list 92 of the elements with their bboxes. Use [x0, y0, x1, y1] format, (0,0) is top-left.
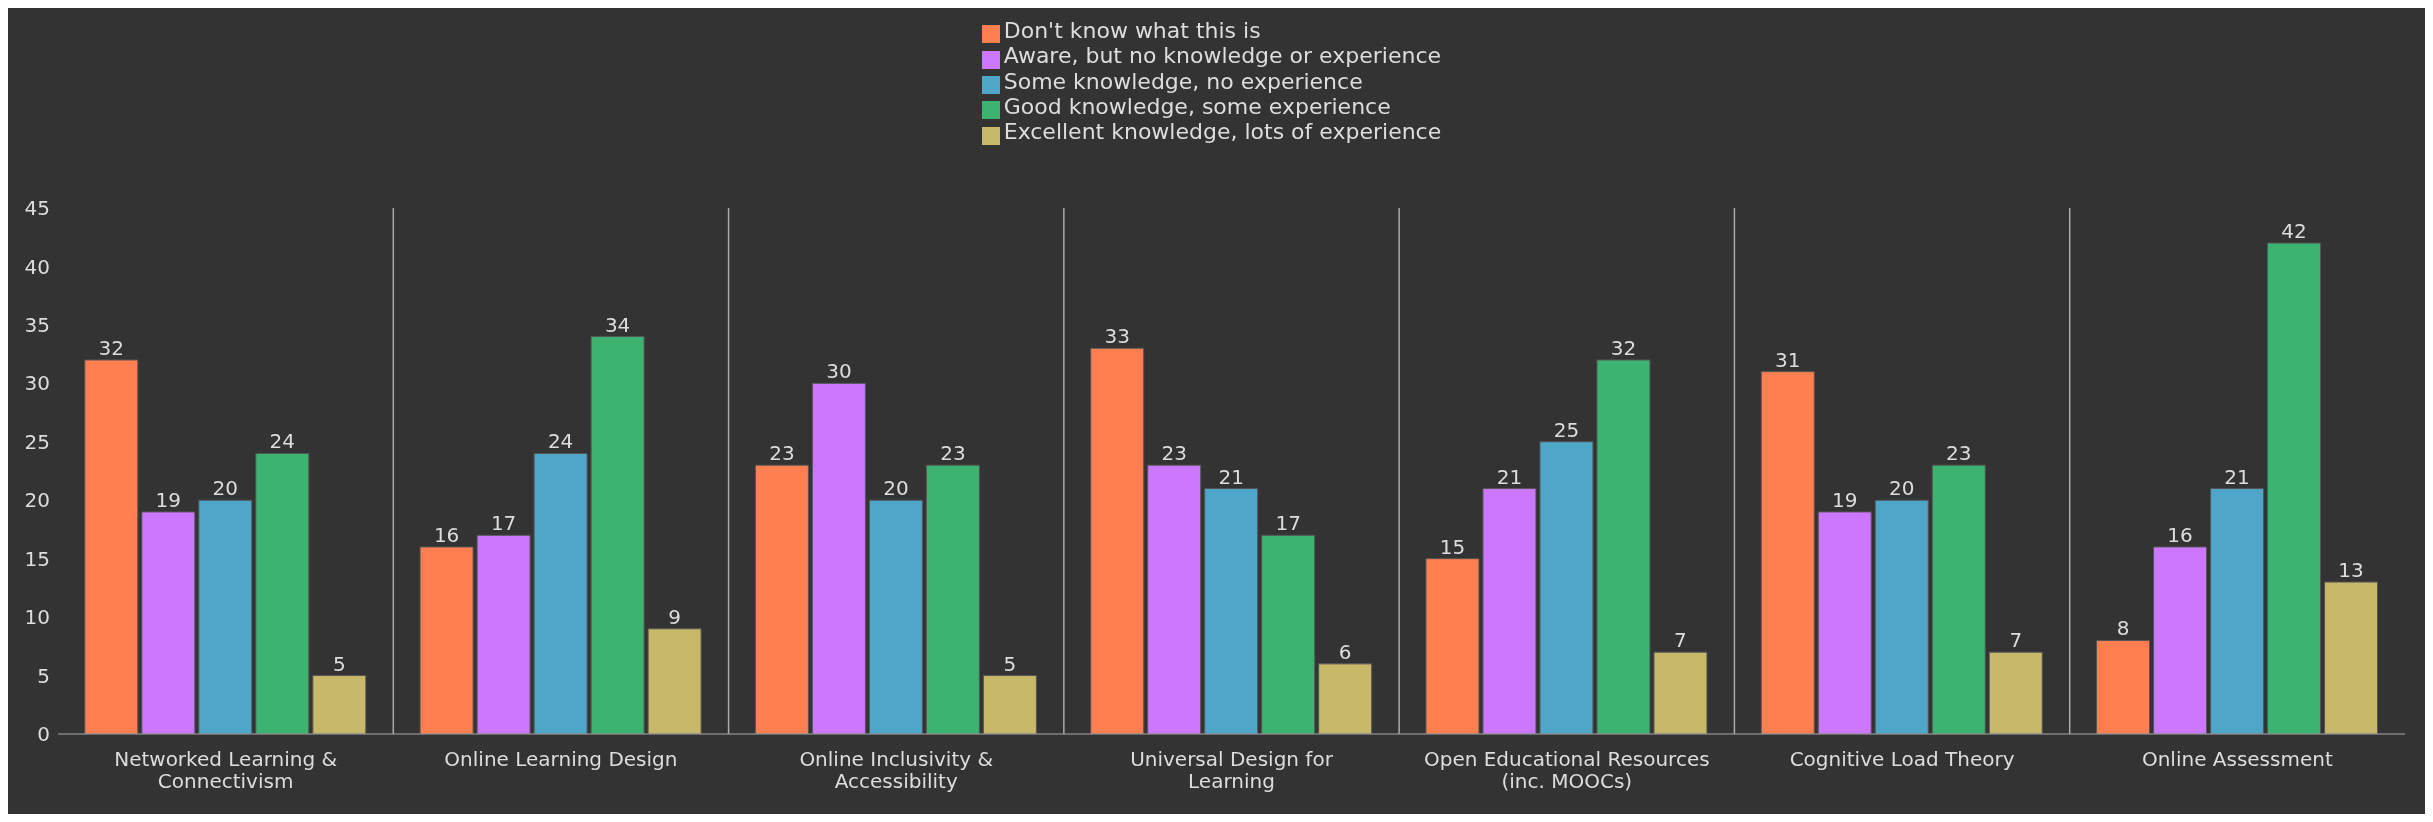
bar: [925, 464, 980, 734]
bar: [1204, 488, 1259, 734]
bar: [1147, 464, 1202, 734]
bar: [1653, 651, 1708, 734]
data-label: 23: [769, 441, 795, 466]
data-label: 8: [2116, 616, 2130, 641]
data-label: 34: [604, 312, 631, 337]
data-label: 32: [98, 335, 125, 360]
x-tick-label: Open Educational Resources (inc. MOOCs): [1423, 747, 1710, 793]
y-tick-label: 30: [24, 371, 50, 396]
data-label: 24: [269, 429, 296, 454]
bar: [198, 499, 253, 734]
x-tick-label: Online Inclusivity & Accessibility: [799, 747, 994, 793]
data-label: 16: [2167, 522, 2193, 547]
data-label: 19: [1832, 487, 1858, 512]
bar: [2210, 488, 2265, 734]
data-label: 24: [547, 429, 574, 454]
bar: [141, 511, 196, 734]
bar: [533, 452, 588, 734]
y-tick-label: 0: [37, 722, 50, 747]
bar: [1817, 511, 1872, 734]
bar: [1261, 534, 1316, 734]
y-tick-label: 5: [37, 663, 50, 688]
bar: [476, 534, 531, 734]
data-label: 9: [668, 604, 681, 629]
data-label: 23: [1161, 441, 1187, 466]
bar: [84, 359, 139, 734]
legend-label: Some knowledge, no experience: [1003, 68, 1363, 94]
y-tick-label: 45: [24, 196, 50, 221]
y-tick-label: 10: [24, 605, 50, 630]
bar: [1931, 464, 1986, 734]
data-label: 5: [332, 651, 346, 676]
bar: [590, 336, 645, 734]
data-label: 31: [1775, 347, 1801, 372]
legend-label: Excellent knowledge, lots of experience: [1003, 119, 1442, 145]
data-label: 17: [1275, 511, 1301, 536]
data-label: 21: [1496, 464, 1523, 489]
data-label: 23: [1946, 441, 1972, 466]
data-label: 25: [1553, 417, 1580, 442]
data-label: 21: [2224, 464, 2250, 489]
y-tick-label: 15: [24, 546, 50, 571]
y-tick-label: 40: [24, 254, 50, 279]
bar: [1760, 371, 1815, 734]
legend-label: Aware, but no knowledge or experience: [1003, 43, 1442, 69]
x-tick-label: Online Learning Design: [444, 747, 678, 771]
legend-label: Don't know what this is: [1003, 18, 1261, 43]
bar: [1539, 441, 1594, 734]
bar: [2324, 581, 2379, 734]
data-label: 20: [1889, 476, 1915, 501]
data-label: 15: [1439, 534, 1466, 559]
data-label: 20: [883, 476, 909, 501]
bar: [1318, 663, 1373, 734]
bar: [1874, 499, 1929, 734]
data-label: 30: [826, 359, 852, 384]
data-label: 20: [212, 476, 239, 501]
data-label: 32: [1610, 335, 1637, 360]
data-label: 19: [155, 487, 182, 512]
data-label: 6: [1338, 639, 1352, 664]
y-tick-label: 35: [24, 312, 50, 337]
bar: [1090, 347, 1145, 734]
bar: [1988, 651, 2043, 734]
bar: [982, 675, 1037, 734]
bar: [2096, 639, 2151, 734]
legend-label: Good knowledge, some experience: [1003, 93, 1391, 119]
data-label: 17: [490, 511, 517, 536]
x-tick-label: Networked Learning & Connectivism: [114, 747, 338, 793]
y-tick-label: 20: [24, 488, 50, 513]
bar: [1482, 488, 1537, 734]
data-label: 7: [1674, 628, 1687, 653]
data-label: 13: [2338, 558, 2364, 583]
bar: [255, 452, 310, 734]
data-label: 21: [1218, 464, 1244, 489]
data-label: 42: [2281, 219, 2307, 244]
data-label: 7: [2009, 628, 2023, 653]
bar: [2267, 242, 2322, 734]
bar: [2153, 546, 2208, 734]
bar: [754, 464, 809, 734]
y-tick-label: 25: [24, 429, 50, 454]
data-label: 23: [940, 441, 966, 466]
bar: [312, 675, 367, 734]
data-label: 33: [1104, 324, 1130, 349]
x-tick-label: Online Assessment: [2141, 747, 2333, 771]
data-label: 16: [433, 522, 460, 547]
bar: [868, 499, 923, 734]
bar: [811, 382, 866, 734]
bar: [1596, 359, 1651, 734]
bar: [419, 546, 474, 734]
bar: [1425, 558, 1480, 734]
data-label: 5: [1003, 651, 1017, 676]
x-tick-label: Cognitive Load Theory: [1789, 747, 2015, 771]
bar: [647, 628, 702, 734]
x-tick-label: Universal Design for Learning: [1130, 747, 1334, 793]
